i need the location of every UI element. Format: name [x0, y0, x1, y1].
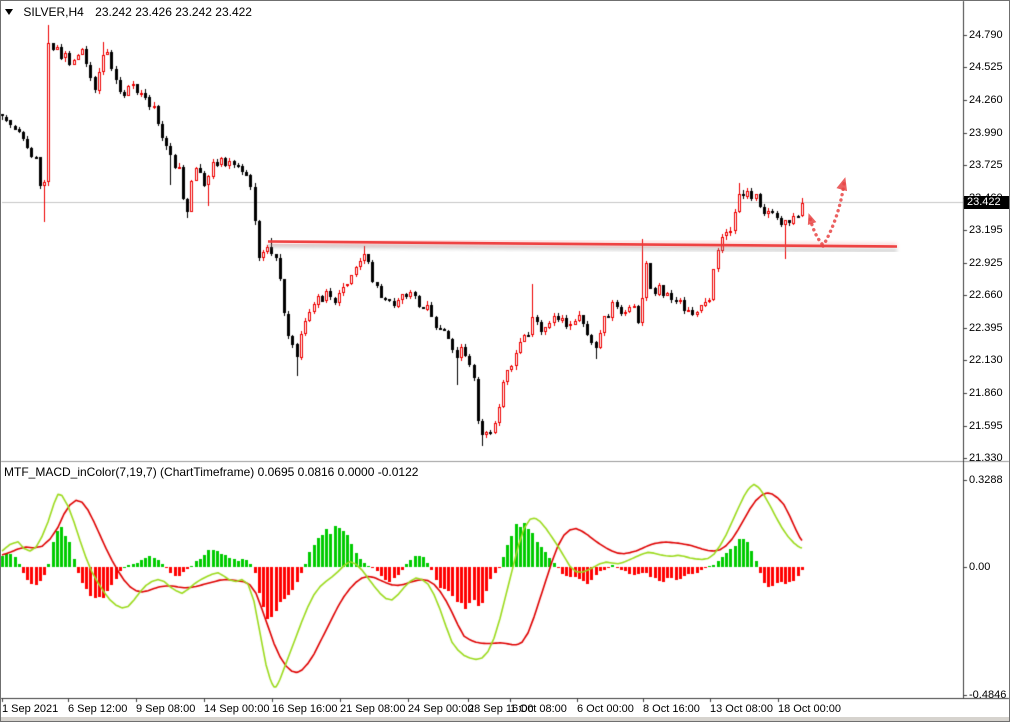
- time-axis-label: 14 Sep 00:00: [204, 703, 270, 715]
- price-axis-label: 24.790: [969, 29, 1003, 41]
- macd-axis-label: 0.3288: [969, 474, 1003, 486]
- time-axis-label: 13 Oct 08:00: [710, 703, 773, 715]
- price-axis-label: 21.595: [969, 420, 1003, 432]
- current-price-tag: 23.422: [964, 196, 1010, 209]
- time-axis-label: 24 Sep 00:00: [408, 703, 474, 715]
- time-axis-label: 6 Sep 12:00: [68, 703, 128, 715]
- time-axis-label: 28 Sep 16:00: [468, 703, 534, 715]
- time-axis-label: 6 Oct 00:00: [577, 703, 634, 715]
- price-axis-label: 23.990: [969, 127, 1003, 139]
- macd-axis-label: -0.4846: [969, 689, 1007, 701]
- price-axis-label: 22.395: [969, 322, 1003, 334]
- time-axis-label: 21 Sep 08:00: [340, 703, 406, 715]
- time-axis-label: 18 Oct 00:00: [778, 703, 841, 715]
- time-axis-label: 1 Sep 2021: [2, 703, 59, 715]
- window-bottom-edge: [0, 717, 1010, 722]
- chart-title-ohlc: 23.242 23.426 23.242 23.422: [95, 4, 252, 19]
- price-axis-label: 21.330: [969, 452, 1003, 464]
- time-axis-label: 16 Sep 16:00: [272, 703, 338, 715]
- macd-axis-label: 0.00: [969, 561, 991, 573]
- time-axis-label: 1 Oct 08:00: [510, 703, 567, 715]
- price-axis-label: 23.195: [969, 224, 1003, 236]
- price-axis-label: 21.860: [969, 387, 1003, 399]
- price-axis-label: 24.525: [969, 61, 1003, 73]
- price-axis-label: 22.925: [969, 257, 1003, 269]
- price-axis-label: 24.260: [969, 94, 1003, 106]
- chart-title-symbol: SILVER,H4: [23, 4, 84, 19]
- time-axis-label: 8 Oct 16:00: [643, 703, 700, 715]
- symbol-dropdown-icon[interactable]: [5, 8, 13, 15]
- macd-indicator-title: MTF_MACD_inColor(7,19,7) (ChartTimeframe…: [4, 465, 419, 479]
- price-axis-label: 22.660: [969, 289, 1003, 301]
- price-axis-label: 23.725: [969, 159, 1003, 171]
- price-axis-label: 22.130: [969, 354, 1003, 366]
- chart-title: SILVER,H4 23.242 23.426 23.242 23.422: [5, 4, 252, 19]
- time-axis-label: 9 Sep 08:00: [136, 703, 196, 715]
